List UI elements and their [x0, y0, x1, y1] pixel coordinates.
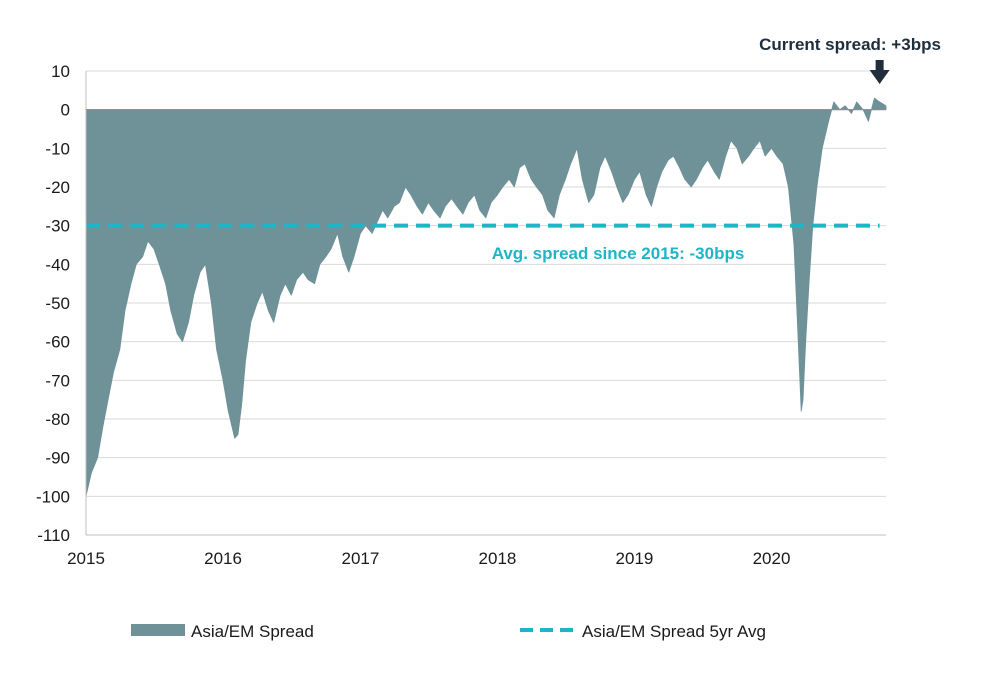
x-tick-label: 2018	[479, 549, 517, 568]
annotations: Current spread: +3bps Avg. spread since 2…	[492, 35, 941, 263]
legend-label-asia-em-spread: Asia/EM Spread	[191, 622, 314, 641]
series-area-asia-em-spread	[85, 97, 887, 497]
down-arrow-icon	[869, 70, 890, 84]
y-tick-label: -100	[36, 487, 70, 506]
plot-area	[85, 97, 887, 497]
y-tick-label: -40	[45, 255, 70, 274]
y-tick-label: -80	[45, 410, 70, 429]
y-tick-label: -30	[45, 217, 70, 236]
x-tick-label: 2015	[67, 549, 105, 568]
axes: 10 0 -10 -20 -30 -40 -50 -60 -70 -80 -90 -100 -110 20…	[36, 62, 886, 568]
legend-label-5yr-avg: Asia/EM Spread 5yr Avg	[582, 622, 766, 641]
y-tick-label: -110	[37, 526, 70, 545]
annotation-current-spread: Current spread: +3bps	[759, 35, 941, 54]
y-tick-label: 10	[51, 62, 70, 81]
x-tick-label: 2017	[342, 549, 380, 568]
annotation-average-spread: Avg. spread since 2015: -30bps	[492, 244, 745, 263]
y-tick-label: -60	[45, 333, 70, 352]
y-tick-label: 0	[61, 101, 70, 120]
y-tick-label: -70	[45, 371, 70, 390]
y-tick-label: -10	[45, 139, 70, 158]
x-tick-label: 2019	[616, 549, 654, 568]
down-arrow-icon	[875, 60, 884, 71]
legend: Asia/EM Spread Asia/EM Spread 5yr Avg	[131, 622, 766, 641]
x-tick-label: 2016	[204, 549, 242, 568]
y-tick-label: -90	[45, 449, 70, 468]
legend-swatch-area	[131, 624, 185, 636]
y-tick-label: -20	[45, 178, 70, 197]
y-tick-label: -50	[45, 294, 70, 313]
x-tick-label: 2020	[753, 549, 791, 568]
